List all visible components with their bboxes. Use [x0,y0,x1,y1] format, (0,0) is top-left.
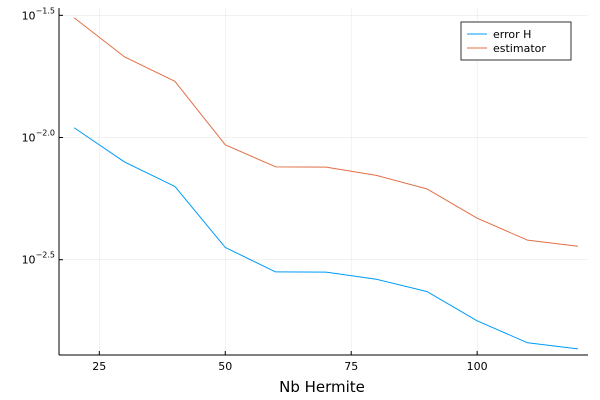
y-tick-label: 10−1.5 [22,6,55,22]
tick-labels: 25 50 75 100 10−1.5 10−2.0 10−2.5 [22,6,488,373]
x-tick-label: 50 [218,360,232,373]
axes [58,8,588,356]
y-tick-label: 10−2.0 [22,129,55,145]
legend-box [460,21,572,61]
y-tick-label: 10−2.5 [22,251,55,267]
x-tick-label: 100 [467,360,488,373]
grid-lines [59,8,588,355]
x-axis-label: Nb Hermite [279,378,365,396]
x-tick-label: 25 [92,360,106,373]
series-line-estimator [73,17,578,247]
series-line-error-h [73,127,578,350]
series-lines [73,17,578,350]
legend-label: estimator [493,42,546,55]
legend-label: error H [493,28,531,41]
x-tick-label: 75 [344,360,358,373]
